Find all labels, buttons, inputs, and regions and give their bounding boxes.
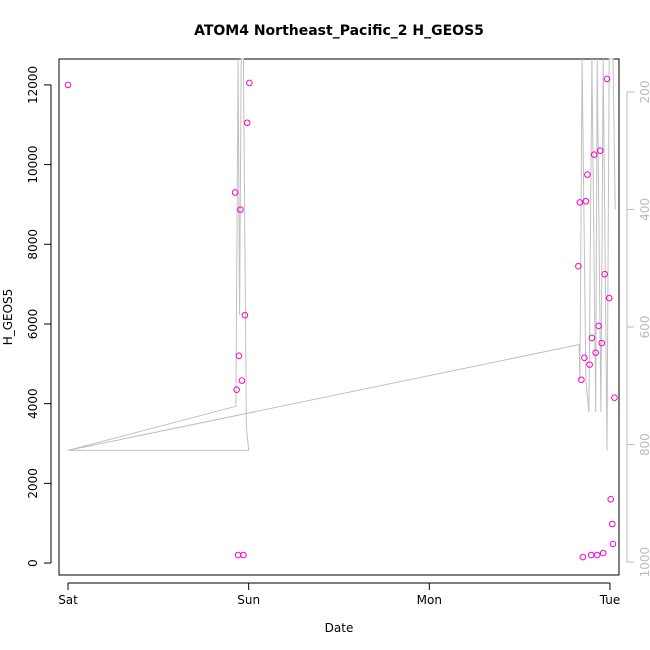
- data-point: [611, 394, 618, 401]
- data-point: [586, 361, 593, 368]
- data-point: [588, 334, 596, 342]
- data-point: [578, 376, 585, 384]
- data-point: [241, 311, 249, 319]
- data-point: [582, 197, 590, 205]
- chart-title: ATOM4 Northeast_Pacific_2 H_GEOS5: [194, 23, 484, 39]
- data-point: [579, 553, 587, 561]
- flight-track-line: [67, 58, 616, 451]
- data-point: [234, 551, 242, 559]
- data-point: [587, 551, 595, 559]
- data-point: [575, 262, 582, 270]
- plot-border: [58, 58, 620, 576]
- data-point: [243, 119, 251, 127]
- data-point: [240, 551, 247, 559]
- data-point: [598, 339, 605, 347]
- y-right-tick-label: 1000: [638, 547, 650, 578]
- data-point: [605, 294, 613, 302]
- data-point: [246, 79, 253, 87]
- y-right-tick-label: 200: [638, 80, 650, 103]
- y-right-tick-label: 600: [638, 316, 650, 339]
- data-point: [64, 81, 72, 89]
- data-point: [601, 270, 608, 278]
- plot-frame: [58, 58, 620, 576]
- x-axis: Sat Sun Mon Tue: [58, 582, 621, 607]
- y-right-tick-label: 800: [638, 433, 650, 456]
- data-point: [596, 147, 604, 154]
- x-tick-label: Sat: [58, 593, 78, 607]
- data-point: [233, 386, 240, 394]
- y-axis-label: H_GEOS5: [1, 289, 15, 346]
- y-axis-left: 0 2000 4000 6000 8000 10000 12000: [26, 66, 52, 567]
- data-point: [603, 75, 611, 83]
- data-point: [576, 199, 584, 206]
- y-right-tick-label: 400: [638, 198, 650, 221]
- data-point: [590, 151, 598, 158]
- data-point: [595, 322, 602, 330]
- y-tick-label: 2000: [26, 468, 40, 499]
- y-tick-label: 10000: [26, 145, 40, 183]
- data-point: [607, 495, 615, 503]
- y-tick-label: 12000: [26, 66, 40, 104]
- data-point: [599, 549, 607, 557]
- x-tick-label: Mon: [417, 593, 442, 607]
- data-point: [592, 349, 599, 356]
- y-tick-label: 8000: [26, 229, 40, 260]
- data-points: [64, 75, 618, 561]
- data-point: [581, 354, 588, 362]
- series-line: [67, 58, 616, 451]
- data-point: [231, 189, 239, 196]
- data-point: [608, 520, 616, 528]
- y-tick-label: 0: [26, 559, 40, 567]
- data-point: [235, 352, 243, 360]
- data-point: [238, 377, 246, 384]
- x-tick-label: Tue: [599, 593, 621, 607]
- data-point: [593, 551, 601, 559]
- data-point: [237, 206, 244, 213]
- x-tick-label: Sun: [237, 593, 260, 607]
- x-axis-label: Date: [325, 621, 354, 635]
- y-tick-label: 4000: [26, 388, 40, 419]
- data-point: [584, 171, 591, 178]
- y-tick-label: 6000: [26, 309, 40, 340]
- y-axis-right: 200 400 600 800 1000: [626, 80, 650, 578]
- data-point: [609, 540, 617, 548]
